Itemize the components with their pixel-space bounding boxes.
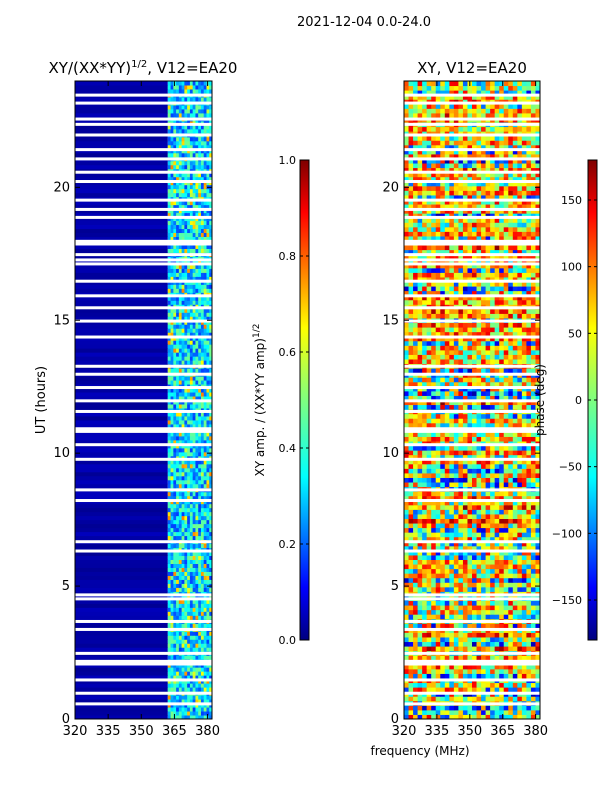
amplitude-colorbar-gradient — [299, 159, 310, 641]
x-tick-label: 350 — [457, 724, 482, 739]
x-tick-label: 320 — [63, 724, 88, 739]
colorbar-tick-label: 0.0 — [279, 634, 297, 647]
x-tick-label: 365 — [490, 724, 515, 739]
colorbar-tick-label: 0.6 — [279, 346, 297, 359]
left-heatmap — [75, 81, 212, 719]
y-tick-label: 5 — [391, 579, 399, 594]
colorbar-tick-label: 0.4 — [279, 442, 297, 455]
right-plot-frame — [403, 80, 541, 720]
left-y-axis-label: UT (hours) — [34, 366, 49, 434]
colorbar-tick-label: 100 — [561, 261, 582, 274]
colorbar-tick-label: 0.2 — [279, 538, 297, 551]
x-tick-label: 365 — [162, 724, 187, 739]
x-tick-label: 380 — [523, 724, 548, 739]
phase-colorbar-ticks: 150 100 50 0 −50 −100 −150 — [552, 194, 597, 607]
amplitude-colorbar: 0.0 0.2 0.4 0.6 0.8 1.0 XY amp. / (XX*YY amp)… — [252, 154, 310, 647]
amplitude-colorbar-ticks: 0.0 0.2 0.4 0.6 0.8 1.0 — [279, 154, 309, 647]
y-tick-label: 0 — [391, 712, 399, 727]
colorbar-tick-label: 150 — [561, 194, 582, 207]
y-tick-label: 20 — [382, 180, 399, 195]
colorbar-tick-label: 50 — [568, 327, 582, 340]
x-tick-label: 380 — [195, 724, 220, 739]
colorbar-tick-label: 0 — [575, 394, 582, 407]
amplitude-ratio-panel: XY/(XX*YY)1/2, V12=EA20 320 335 350 365 380 0… — [34, 59, 237, 739]
colorbar-tick-label: 1.0 — [279, 154, 297, 167]
colorbar-tick-label: −150 — [552, 594, 582, 607]
y-tick-label: 5 — [62, 579, 70, 594]
colorbar-tick-label: −100 — [552, 527, 582, 540]
x-tick-label: 350 — [129, 724, 154, 739]
phase-colorbar-label: phase (deg) — [533, 364, 547, 436]
y-tick-label: 15 — [382, 313, 399, 328]
colorbar-tick-label: −50 — [559, 461, 582, 474]
phase-colorbar: 150 100 50 0 −50 −100 −150 phase (deg) — [533, 159, 598, 641]
phase-panel: XY, V12=EA20 320 335 350 365 380 0 5 10 15 20 fre… — [370, 59, 548, 758]
left-axis-ticks: 320 335 350 365 380 0 5 10 15 20 — [53, 81, 220, 739]
y-tick-label: 15 — [53, 313, 70, 328]
x-tick-label: 335 — [96, 724, 121, 739]
right-axis-ticks: 320 335 350 365 380 0 5 10 15 20 — [382, 81, 548, 739]
y-tick-label: 10 — [53, 446, 70, 461]
left-plot-frame — [74, 80, 213, 720]
figure-suptitle: 2021-12-04 0.0-24.0 — [297, 15, 431, 30]
colorbar-tick-label: 0.8 — [279, 250, 297, 263]
x-tick-label: 320 — [392, 724, 417, 739]
right-heatmap — [404, 81, 540, 719]
x-tick-label: 335 — [424, 724, 449, 739]
y-tick-label: 10 — [382, 446, 399, 461]
y-tick-label: 0 — [62, 712, 70, 727]
left-panel-title: XY/(XX*YY)1/2, V12=EA20 — [49, 59, 238, 77]
shared-x-axis-label: frequency (MHz) — [370, 744, 469, 758]
y-tick-label: 20 — [53, 180, 70, 195]
right-panel-title: XY, V12=EA20 — [417, 59, 527, 77]
amplitude-colorbar-label: XY amp. / (XX*YY amp)1/2 — [252, 324, 267, 477]
